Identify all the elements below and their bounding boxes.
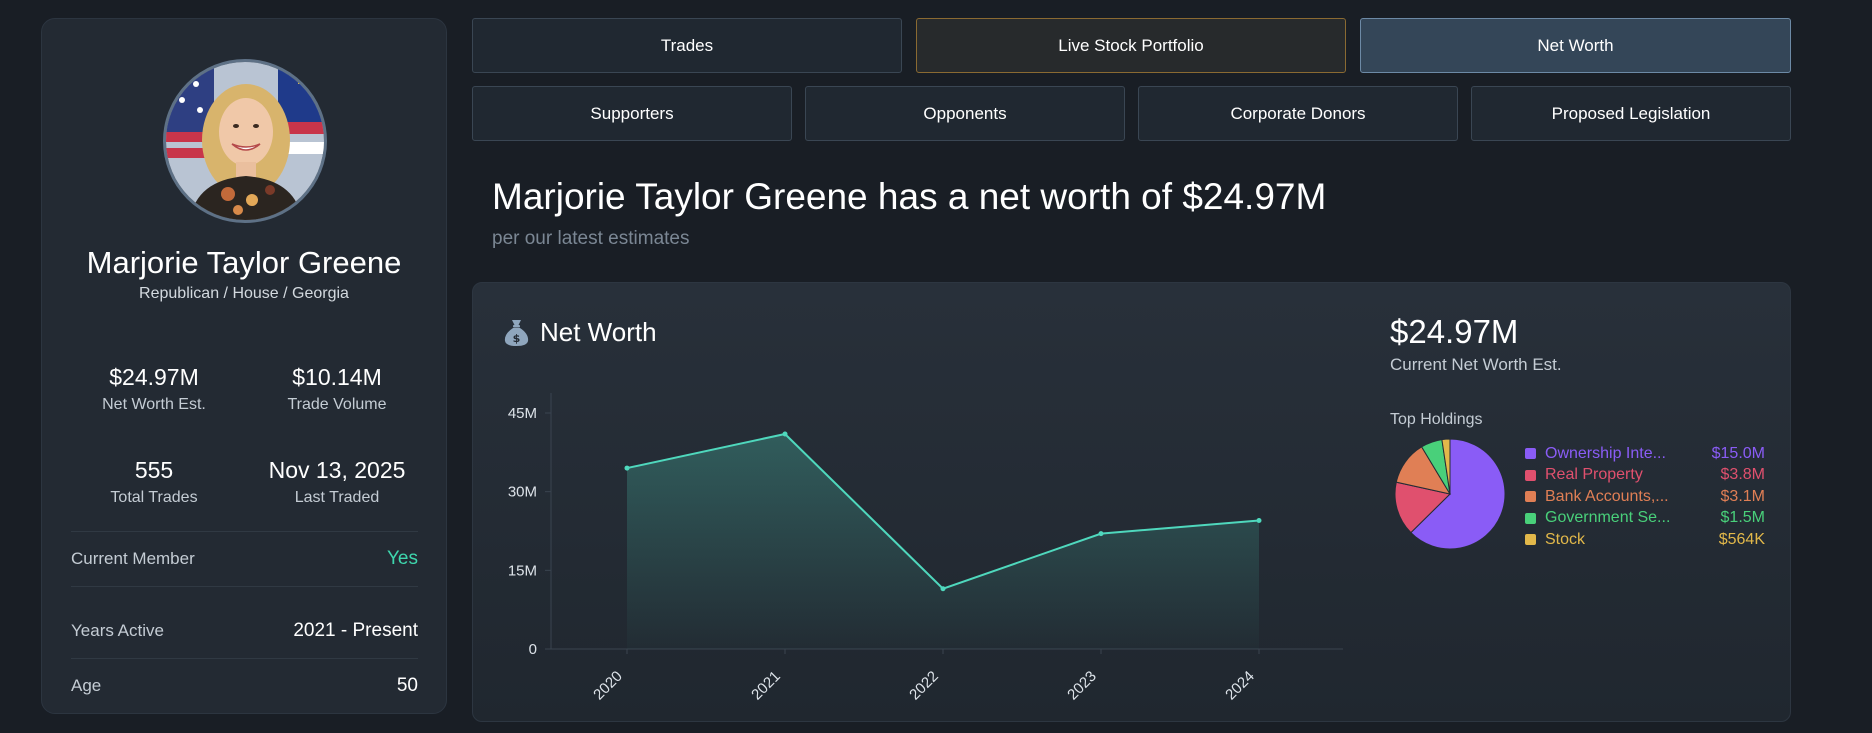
- money-bag-icon: $: [504, 320, 529, 346]
- top-holdings-legend: Ownership Inte... $15.0M Real Property $3.8…: [1525, 443, 1765, 551]
- legend-label: Stock: [1545, 530, 1586, 548]
- legend-value: $3.1M: [1720, 487, 1765, 505]
- page-subtitle: per our latest estimates: [492, 228, 690, 249]
- detail-row-current-member: Current Member Yes: [71, 531, 418, 585]
- data-point: [1098, 531, 1104, 537]
- legend-item: Real Property $3.8M: [1525, 465, 1765, 487]
- x-tick-label: 2022: [906, 668, 942, 704]
- pie-slice[interactable]: [1441, 438, 1451, 495]
- net-worth-panel: $ Net Worth 0 15M 30M 45M 2020 2021 2022 2023 20…: [472, 282, 1791, 722]
- net-worth-area: [627, 433, 1259, 649]
- x-tick-label: 2021: [748, 668, 784, 704]
- legend-swatch: [1525, 534, 1536, 546]
- profile-party-chamber-state: Republican / House / Georgia: [139, 285, 349, 302]
- legend-swatch: [1525, 512, 1536, 524]
- profile-name: Marjorie Taylor Greene: [86, 245, 402, 280]
- legend-label: Real Property: [1545, 466, 1643, 484]
- x-tick-label: 2023: [1064, 668, 1100, 704]
- tab-proposed-legislation[interactable]: Proposed Legislation: [1471, 86, 1791, 141]
- stat-trade-volume: $10.14M Trade Volume: [242, 364, 432, 414]
- stat-label: Trade Volume: [287, 396, 387, 413]
- detail-row-age: Age 50: [71, 658, 418, 712]
- legend-item: Ownership Inte... $15.0M: [1525, 443, 1765, 465]
- stat-net-worth: $24.97M Net Worth Est.: [59, 364, 249, 414]
- tab-supporters[interactable]: Supporters: [472, 86, 792, 141]
- legend-swatch: [1525, 469, 1536, 481]
- detail-value: Yes: [387, 547, 418, 569]
- legend-value: $3.8M: [1720, 466, 1765, 484]
- legend-label: Ownership Inte...: [1545, 444, 1666, 462]
- y-tick-label: 45M: [508, 405, 537, 422]
- stat-value: Nov 13, 2025: [268, 457, 406, 483]
- y-tick-label: 15M: [508, 562, 537, 579]
- legend-label: Bank Accounts,...: [1545, 487, 1669, 505]
- detail-label: Age: [71, 675, 102, 695]
- net-worth-title: Net Worth: [540, 317, 657, 347]
- legend-value: $564K: [1718, 530, 1765, 548]
- detail-value: 50: [396, 674, 418, 696]
- net-worth-chart: 0 15M 30M 45M 2020 2021 2022 2023 2024: [508, 393, 1343, 704]
- x-tick-label: 2024: [1222, 668, 1258, 704]
- stat-label: Last Traded: [294, 489, 380, 506]
- y-tick-label: 0: [529, 641, 537, 658]
- detail-row-years-active: Years Active 2021 - Present: [71, 604, 418, 658]
- stat-value: 555: [134, 457, 174, 483]
- svg-text:$: $: [513, 332, 521, 345]
- tab-opponents[interactable]: Opponents: [805, 86, 1125, 141]
- data-point: [782, 431, 788, 437]
- data-point: [624, 465, 630, 471]
- avatar: [163, 59, 327, 223]
- detail-label: Current Member: [71, 548, 195, 568]
- tab-corporate-donors[interactable]: Corporate Donors: [1138, 86, 1458, 141]
- top-holdings-pie: [1394, 438, 1506, 550]
- stat-last-traded: Nov 13, 2025 Last Traded: [242, 457, 432, 507]
- top-holdings-label: Top Holdings: [1390, 411, 1483, 428]
- current-net-worth-label: Current Net Worth Est.: [1390, 355, 1562, 374]
- page-title: Marjorie Taylor Greene has a net worth o…: [492, 176, 1327, 217]
- detail-value: 2021 - Present: [293, 620, 418, 641]
- detail-label: Years Active: [71, 621, 164, 640]
- stat-value: $24.97M: [109, 364, 199, 390]
- legend-value: $15.0M: [1711, 444, 1765, 462]
- stat-total-trades: 555 Total Trades: [59, 457, 249, 507]
- pie-slice[interactable]: [1410, 438, 1506, 550]
- data-point: [940, 586, 946, 592]
- stat-label: Net Worth Est.: [102, 396, 206, 413]
- legend-swatch: [1525, 491, 1536, 503]
- legend-item: Government Se... $1.5M: [1525, 508, 1765, 530]
- current-net-worth-value: $24.97M: [1390, 313, 1519, 350]
- profile-card: Marjorie Taylor Greene Republican / Hous…: [41, 18, 447, 714]
- legend-swatch: [1525, 448, 1536, 460]
- x-tick-label: 2020: [590, 668, 626, 704]
- divider: [71, 586, 418, 587]
- legend-item: Bank Accounts,... $3.1M: [1525, 486, 1765, 508]
- legend-label: Government Se...: [1545, 509, 1671, 527]
- data-point: [1256, 518, 1262, 524]
- legend-item: Stock $564K: [1525, 529, 1765, 551]
- stat-value: $10.14M: [292, 364, 382, 390]
- tab-trades[interactable]: Trades: [472, 18, 902, 73]
- pie-slice[interactable]: [1394, 481, 1452, 534]
- stat-label: Total Trades: [110, 489, 198, 506]
- tab-net-worth[interactable]: Net Worth: [1360, 18, 1791, 73]
- y-tick-label: 30M: [508, 484, 537, 501]
- tab-live-stock-portfolio[interactable]: Live Stock Portfolio: [916, 18, 1346, 73]
- avatar-image: [166, 62, 324, 220]
- legend-value: $1.5M: [1720, 509, 1765, 527]
- net-worth-heading: $ Net Worth: [503, 317, 657, 348]
